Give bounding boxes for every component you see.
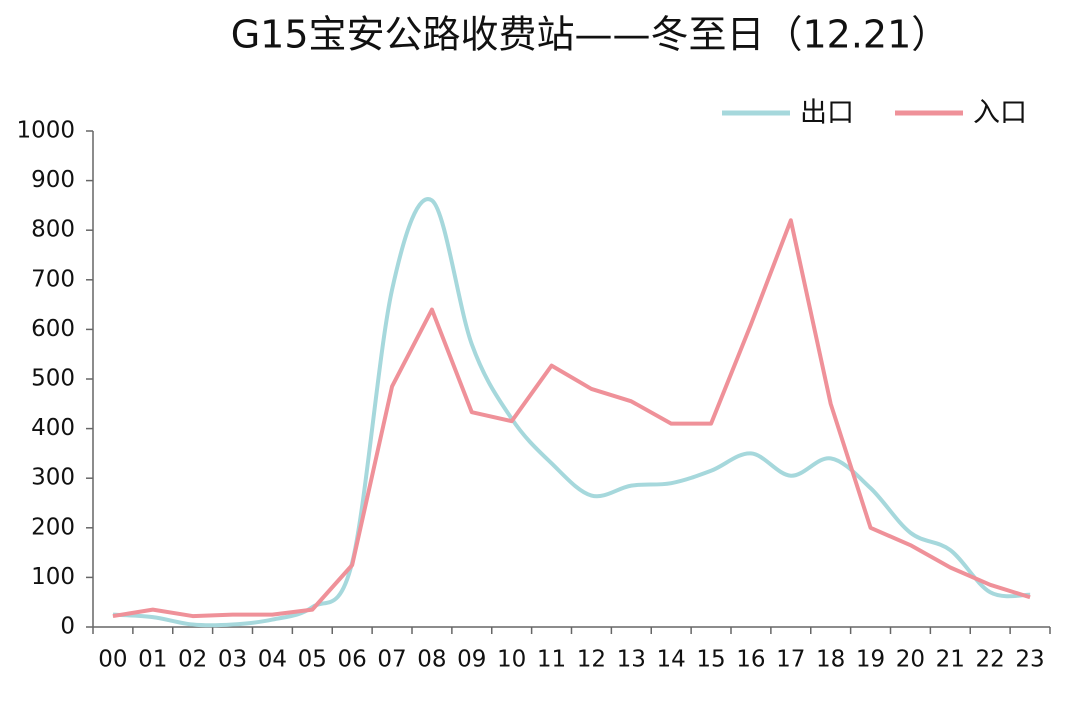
- line: [112, 197, 1031, 628]
- x-tick-label: 09: [457, 647, 486, 673]
- y-tick-label: 200: [31, 514, 75, 540]
- y-tick-label: 0: [60, 614, 75, 640]
- x-tick-label: 20: [896, 647, 925, 673]
- x-tick-label: 01: [138, 647, 167, 673]
- x-tick-label: 05: [298, 647, 327, 673]
- legend-label: 出口: [800, 98, 854, 129]
- x-tick-label: 22: [976, 647, 1005, 673]
- x-tick-label: 19: [856, 647, 885, 673]
- x-tick-label: 16: [736, 647, 765, 673]
- x-tick-label: 15: [696, 647, 725, 673]
- x-tick-label: 00: [98, 647, 127, 673]
- x-tick-label: 06: [338, 647, 367, 673]
- line: [112, 218, 1031, 619]
- x-tick-label: 23: [1015, 647, 1044, 673]
- y-tick-label: 600: [31, 316, 75, 342]
- x-tick-label: 18: [816, 647, 845, 673]
- chart-title: G15宝安公路收费站——冬至日（12.21）: [231, 13, 950, 57]
- y-tick-label: 400: [31, 415, 75, 441]
- x-tick-label: 02: [178, 647, 207, 673]
- y-tick-label: 700: [31, 266, 75, 292]
- x-tick-label: 21: [936, 647, 965, 673]
- y-tick-label: 900: [31, 167, 75, 193]
- x-tick-label: 12: [577, 647, 606, 673]
- y-tick-label: 800: [31, 217, 75, 243]
- x-tick-label: 10: [497, 647, 526, 673]
- x-tick-label: 13: [617, 647, 646, 673]
- x-tick-label: 08: [417, 647, 446, 673]
- y-tick-label: 500: [31, 366, 75, 392]
- y-tick-label: 100: [31, 564, 75, 590]
- x-tick-label: 04: [258, 647, 287, 673]
- legend-label: 入口: [973, 98, 1027, 129]
- x-tick-label: 07: [377, 647, 406, 673]
- x-tick-label: 14: [657, 647, 686, 673]
- x-tick-label: 03: [218, 647, 247, 673]
- y-tick-label: 300: [31, 465, 75, 491]
- x-tick-label: 11: [537, 647, 566, 673]
- x-tick-label: 17: [776, 647, 805, 673]
- y-tick-label: 1000: [16, 118, 75, 144]
